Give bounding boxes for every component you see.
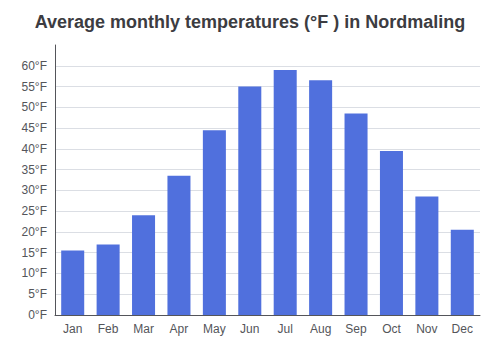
svg-text:20°F: 20°F (22, 225, 47, 239)
svg-text:35°F: 35°F (22, 163, 47, 177)
svg-text:Feb: Feb (98, 322, 119, 336)
svg-text:Aug: Aug (310, 322, 331, 336)
svg-text:Mar: Mar (133, 322, 154, 336)
svg-text:Average monthly temperatures (: Average monthly temperatures (°F ) in No… (35, 12, 466, 32)
svg-text:0°F: 0°F (28, 308, 47, 322)
svg-text:Apr: Apr (170, 322, 189, 336)
svg-text:15°F: 15°F (22, 246, 47, 260)
svg-text:Dec: Dec (452, 322, 473, 336)
svg-text:Sep: Sep (345, 322, 367, 336)
svg-text:45°F: 45°F (22, 121, 47, 135)
svg-text:30°F: 30°F (22, 183, 47, 197)
svg-text:40°F: 40°F (22, 142, 47, 156)
svg-text:50°F: 50°F (22, 100, 47, 114)
svg-text:10°F: 10°F (22, 266, 47, 280)
svg-text:25°F: 25°F (22, 204, 47, 218)
svg-text:60°F: 60°F (22, 59, 47, 73)
svg-text:Jun: Jun (240, 322, 259, 336)
svg-text:Oct: Oct (382, 322, 401, 336)
svg-text:5°F: 5°F (28, 287, 47, 301)
svg-text:Jan: Jan (63, 322, 82, 336)
svg-text:May: May (203, 322, 226, 336)
svg-text:55°F: 55°F (22, 80, 47, 94)
svg-text:Jul: Jul (278, 322, 293, 336)
svg-text:Nov: Nov (416, 322, 437, 336)
